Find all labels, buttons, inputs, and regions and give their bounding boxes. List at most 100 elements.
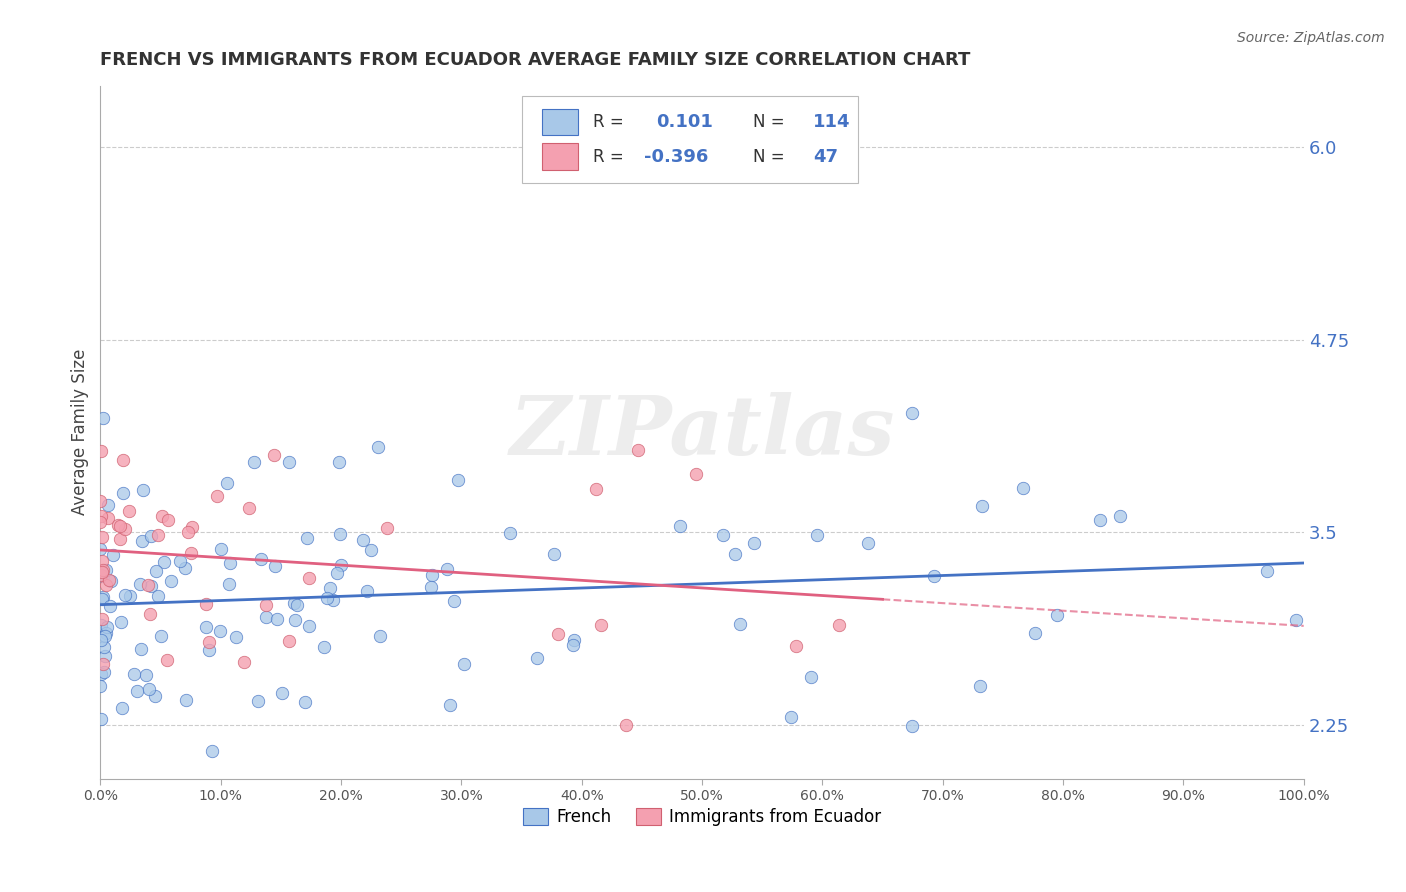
Point <box>264 559 287 574</box>
Point <box>90 591 112 606</box>
Point <box>91 562 114 576</box>
Point <box>91 553 114 567</box>
Point <box>91 591 114 605</box>
Point <box>108 532 131 546</box>
Point <box>315 591 337 606</box>
Point <box>94 563 117 577</box>
Point <box>131 533 153 548</box>
Point <box>139 529 162 543</box>
Point <box>806 528 828 542</box>
Point <box>89 541 111 556</box>
Point <box>100 599 122 614</box>
Point <box>91 612 114 626</box>
Point <box>225 630 247 644</box>
Text: 0.101: 0.101 <box>657 112 713 131</box>
Point <box>970 499 993 513</box>
Point <box>209 542 232 557</box>
Point <box>118 503 141 517</box>
Point <box>420 568 443 582</box>
Point <box>89 515 111 529</box>
Point <box>1256 564 1278 578</box>
Point <box>141 579 163 593</box>
Point <box>447 473 470 487</box>
Point <box>685 467 707 481</box>
Point <box>90 632 112 647</box>
Point <box>233 655 256 669</box>
Point <box>198 643 221 657</box>
Point <box>124 667 146 681</box>
Point <box>91 530 114 544</box>
Point <box>669 519 692 533</box>
Point <box>969 679 991 693</box>
FancyBboxPatch shape <box>541 109 578 136</box>
Point <box>118 589 141 603</box>
Point <box>181 520 204 534</box>
Point <box>322 592 344 607</box>
Point <box>93 665 115 680</box>
Point <box>779 710 801 724</box>
Point <box>360 542 382 557</box>
Point <box>352 533 374 547</box>
Point <box>90 667 112 681</box>
Point <box>208 624 231 639</box>
Point <box>207 489 229 503</box>
Point <box>197 635 219 649</box>
Point <box>91 410 114 425</box>
Point <box>436 562 458 576</box>
Point <box>742 536 765 550</box>
Point <box>238 501 260 516</box>
Point <box>728 617 751 632</box>
Point <box>143 689 166 703</box>
Point <box>153 555 176 569</box>
Point <box>724 547 747 561</box>
Point <box>177 524 200 539</box>
Point <box>146 589 169 603</box>
Point <box>263 449 285 463</box>
Point <box>129 577 152 591</box>
Point <box>91 566 114 580</box>
Text: ZIPatlas: ZIPatlas <box>509 392 894 472</box>
Point <box>91 657 114 671</box>
Point <box>298 619 321 633</box>
Point <box>111 700 134 714</box>
Point <box>150 508 173 523</box>
Point <box>100 574 122 588</box>
Point <box>157 514 180 528</box>
Point <box>215 476 238 491</box>
Point <box>96 620 118 634</box>
Point <box>159 574 181 588</box>
Point <box>112 485 135 500</box>
Point <box>278 455 301 469</box>
Point <box>156 653 179 667</box>
Point <box>785 640 807 654</box>
Point <box>561 638 583 652</box>
Point <box>114 522 136 536</box>
Point <box>526 651 548 665</box>
Point <box>543 547 565 561</box>
Point <box>91 568 114 582</box>
Text: N =: N = <box>752 112 785 131</box>
Point <box>94 578 117 592</box>
Point <box>439 698 461 712</box>
Point <box>283 595 305 609</box>
Point <box>266 612 288 626</box>
Point <box>89 494 111 508</box>
Point <box>562 633 585 648</box>
Point <box>90 509 112 524</box>
Point <box>246 694 269 708</box>
Point <box>135 668 157 682</box>
Point <box>129 641 152 656</box>
Point <box>138 681 160 696</box>
Point <box>90 617 112 632</box>
Point <box>125 683 148 698</box>
Point <box>250 552 273 566</box>
Point <box>329 527 352 541</box>
Point <box>174 693 197 707</box>
Point <box>298 571 321 585</box>
Point <box>312 640 335 654</box>
Point <box>101 549 124 563</box>
Point <box>329 558 352 573</box>
Point <box>218 576 240 591</box>
Point <box>149 628 172 642</box>
Point <box>169 554 191 568</box>
